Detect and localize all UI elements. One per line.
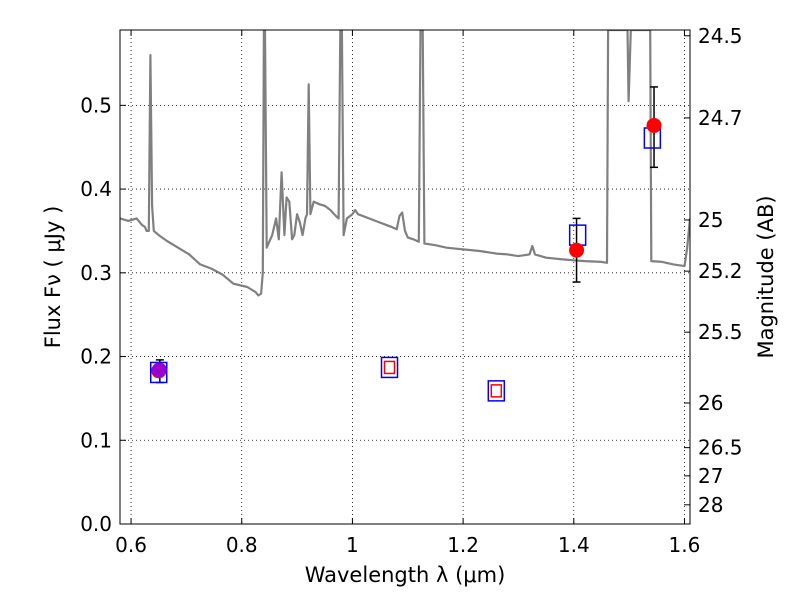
x-tick-label: 0.8	[226, 533, 258, 557]
y2-tick-label: 25.2	[698, 259, 743, 283]
y-tick-label: 0.1	[80, 428, 112, 452]
filled-circle-marker	[646, 117, 662, 133]
y2-tick-label: 25.5	[698, 320, 743, 344]
data-layer	[120, 30, 690, 297]
x-tick-label: 1.6	[669, 533, 701, 557]
y-tick-label: 0.2	[80, 345, 112, 369]
y2-tick-label: 27	[698, 464, 723, 488]
plot-background	[120, 30, 690, 524]
y2-tick-label: 26	[698, 391, 723, 415]
x-tick-label: 0.6	[115, 533, 147, 557]
open-square-marker	[380, 356, 399, 379]
y2-tick-label: 25	[698, 208, 723, 232]
filled-circle-marker	[151, 362, 167, 378]
y-axis-title: Flux Fν ( μJy )	[41, 206, 65, 349]
marker-layer	[149, 86, 662, 402]
y-tick-label: 0.0	[80, 512, 112, 536]
open-square-marker	[383, 360, 396, 375]
x-tick-label: 1	[346, 533, 359, 557]
y-tick-label: 0.3	[80, 261, 112, 285]
y2-tick-label: 26.5	[698, 436, 743, 460]
plot-frame	[119, 29, 691, 525]
y-tick-label: 0.5	[80, 93, 112, 117]
open-square-marker	[149, 361, 168, 384]
y2-tick-label: 28	[698, 493, 723, 517]
y2-tick-label: 24.7	[698, 106, 743, 130]
open-square-marker	[487, 380, 506, 402]
y2-axis-title: Magnitude (AB)	[754, 195, 778, 358]
filled-circle-marker	[569, 242, 585, 258]
spectrum-line	[120, 30, 690, 297]
ticks: 0.6 0.8 1 1.2 1.4 1.6 0.0 0.1 0.2 0.3 0.4 0.5 24.5 24…	[80, 24, 742, 557]
open-square-marker	[490, 384, 503, 398]
x-tick-label: 1.4	[558, 533, 590, 557]
x-tick-label: 1.2	[447, 533, 479, 557]
y2-tick-label: 24.5	[698, 24, 743, 48]
y-tick-label: 0.4	[80, 177, 112, 201]
x-axis-title: Wavelength λ (μm)	[305, 563, 506, 587]
